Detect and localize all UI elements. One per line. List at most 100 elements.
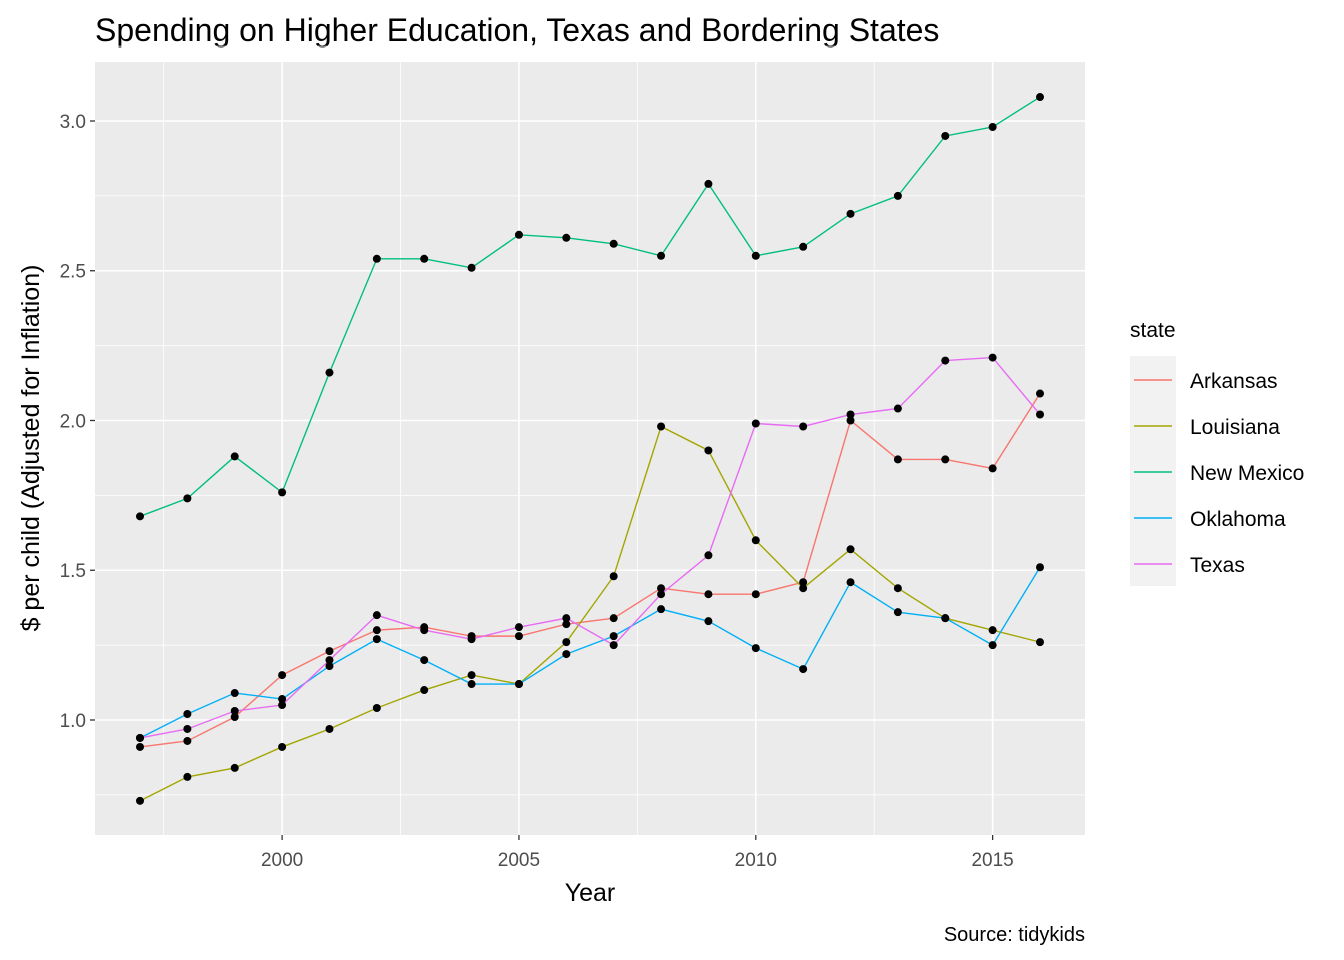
- point-new-mexico: [846, 209, 855, 218]
- legend-key-background: [1130, 356, 1176, 586]
- line-louisiana: [139, 425, 1041, 802]
- x-axis-title: Year: [565, 879, 616, 907]
- point-louisiana: [799, 584, 808, 593]
- caption: Source: tidykids: [944, 924, 1085, 946]
- x-axis-ticks: 2000 2005 2010 2015: [261, 835, 1014, 871]
- point-oklahoma: [799, 665, 808, 674]
- point-louisiana: [420, 686, 429, 695]
- line-texas: [139, 356, 1041, 739]
- point-oklahoma: [183, 710, 192, 719]
- legend: Arkansas Louisiana New Mexico Oklahoma Texas: [1130, 356, 1304, 586]
- point-louisiana: [751, 536, 760, 545]
- point-oklahoma: [609, 632, 618, 641]
- chart-title: Spending on Higher Education, Texas and …: [95, 12, 939, 48]
- legend-title: state: [1130, 319, 1176, 342]
- y-tick-label: 1.5: [60, 561, 86, 582]
- point-oklahoma: [372, 635, 381, 644]
- point-texas: [278, 701, 287, 710]
- point-arkansas: [325, 647, 334, 656]
- point-new-mexico: [609, 239, 618, 248]
- point-texas: [799, 422, 808, 431]
- point-new-mexico: [988, 122, 997, 131]
- point-texas: [657, 590, 666, 599]
- point-oklahoma: [278, 695, 287, 704]
- y-tick-label: 1.0: [60, 711, 86, 732]
- point-oklahoma: [751, 644, 760, 653]
- x-tick-label: 2015: [971, 850, 1013, 871]
- point-texas: [609, 641, 618, 650]
- point-arkansas: [562, 620, 571, 629]
- point-new-mexico: [562, 233, 571, 242]
- point-oklahoma: [657, 605, 666, 614]
- point-oklahoma: [467, 680, 476, 689]
- point-texas: [183, 724, 192, 733]
- point-oklahoma: [893, 608, 902, 617]
- point-new-mexico: [704, 179, 713, 188]
- point-new-mexico: [420, 254, 429, 263]
- point-new-mexico: [941, 131, 950, 140]
- x-tick-label: 2005: [498, 850, 540, 871]
- point-oklahoma: [941, 614, 950, 623]
- point-louisiana: [988, 626, 997, 635]
- point-oklahoma: [988, 641, 997, 650]
- point-louisiana: [562, 638, 571, 647]
- point-texas: [846, 410, 855, 419]
- legend-label-arkansas: Arkansas: [1190, 370, 1278, 393]
- point-new-mexico: [1036, 93, 1044, 102]
- point-louisiana: [846, 545, 855, 554]
- point-arkansas: [136, 742, 144, 751]
- y-tick-label: 2.5: [60, 262, 86, 283]
- point-arkansas: [941, 455, 950, 464]
- point-texas: [1036, 410, 1044, 419]
- point-oklahoma: [704, 617, 713, 626]
- x-tick-label: 2000: [261, 850, 303, 871]
- point-new-mexico: [325, 368, 334, 377]
- point-texas: [941, 356, 950, 365]
- point-arkansas: [704, 590, 713, 599]
- point-texas: [751, 419, 760, 428]
- point-texas: [562, 614, 571, 623]
- point-louisiana: [1036, 638, 1044, 647]
- point-oklahoma: [230, 689, 239, 698]
- point-new-mexico: [657, 251, 666, 260]
- point-arkansas: [893, 455, 902, 464]
- grid: [95, 45, 1085, 835]
- point-louisiana: [372, 704, 381, 713]
- point-texas: [230, 707, 239, 716]
- y-tick-label: 3.0: [60, 112, 86, 133]
- point-arkansas: [1036, 389, 1044, 398]
- point-louisiana: [467, 671, 476, 680]
- legend-label-oklahoma: Oklahoma: [1190, 508, 1286, 531]
- point-oklahoma: [1036, 563, 1044, 572]
- series-lines: [139, 96, 1041, 802]
- line-arkansas: [139, 393, 1041, 748]
- point-louisiana: [136, 796, 144, 805]
- point-new-mexico: [751, 251, 760, 260]
- point-oklahoma: [420, 656, 429, 665]
- point-texas: [136, 733, 144, 742]
- point-arkansas: [799, 578, 808, 587]
- line-oklahoma: [139, 566, 1041, 739]
- point-arkansas: [988, 464, 997, 473]
- point-oklahoma: [562, 650, 571, 659]
- point-texas: [372, 611, 381, 620]
- point-arkansas: [751, 590, 760, 599]
- point-arkansas: [609, 614, 618, 623]
- point-arkansas: [372, 626, 381, 635]
- point-texas: [988, 353, 997, 362]
- series-points: [136, 93, 1044, 805]
- point-new-mexico: [136, 512, 144, 521]
- legend-label-new-mexico: New Mexico: [1190, 462, 1304, 485]
- point-arkansas: [514, 632, 523, 641]
- point-arkansas: [846, 416, 855, 425]
- point-arkansas: [657, 584, 666, 593]
- point-new-mexico: [230, 452, 239, 461]
- point-arkansas: [230, 712, 239, 721]
- y-axis-title: $ per child (Adjusted for Inflation): [17, 265, 45, 632]
- x-tick-label: 2010: [735, 850, 777, 871]
- point-texas: [420, 626, 429, 635]
- point-oklahoma: [514, 680, 523, 689]
- point-louisiana: [183, 772, 192, 781]
- point-new-mexico: [893, 191, 902, 200]
- point-louisiana: [657, 422, 666, 431]
